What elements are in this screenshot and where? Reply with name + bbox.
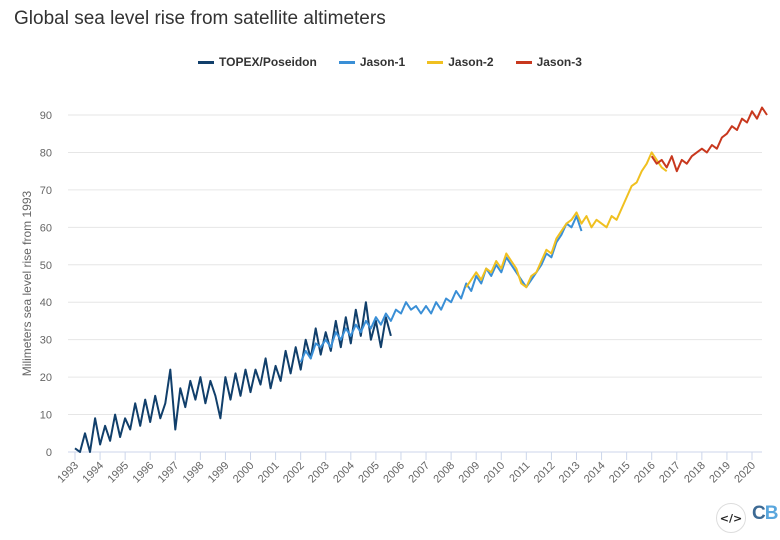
legend-swatch: [198, 60, 215, 64]
x-tick-label: 2004: [331, 460, 357, 486]
legend-swatch: [515, 60, 532, 64]
series-line-jason-3: [650, 106, 768, 173]
x-tick-label: 2002: [281, 460, 307, 486]
x-tick-label: 2010: [482, 460, 508, 486]
legend-label: Jason-2: [448, 55, 494, 69]
x-tick-label: 2012: [532, 460, 558, 486]
carbon-brief-logo: CB: [752, 503, 779, 525]
y-tick-label: 70: [40, 185, 52, 197]
x-tick-label: 2015: [607, 460, 633, 486]
legend-swatch: [338, 60, 355, 64]
x-tick-label: 2013: [557, 460, 583, 486]
y-tick-label: 50: [40, 260, 52, 272]
legend: TOPEX/Poseidon Jason-1 Jason-2 Jason-3: [0, 55, 780, 69]
x-tick-label: 2007: [406, 460, 432, 486]
x-tick-label: 1993: [55, 460, 81, 486]
y-tick-label: 30: [40, 335, 52, 347]
legend-item-jason1[interactable]: Jason-1: [338, 55, 406, 69]
legend-swatch: [427, 60, 444, 64]
code-icon: </>: [719, 511, 743, 525]
legend-label: TOPEX/Poseidon: [219, 55, 317, 69]
x-tick-label: 1999: [206, 460, 232, 486]
y-tick-label: 10: [40, 410, 52, 422]
legend-item-topex[interactable]: TOPEX/Poseidon: [198, 55, 317, 69]
x-tick-label: 2011: [507, 460, 532, 485]
x-tick-label: 2009: [457, 460, 483, 486]
x-tick-label: 2018: [682, 460, 708, 486]
chart-title: Global sea level rise from satellite alt…: [14, 8, 386, 29]
series-line-jason-2: [465, 151, 668, 289]
x-tick-label: 2006: [381, 460, 407, 486]
legend-label: Jason-1: [359, 55, 406, 69]
y-tick-label: 90: [40, 110, 52, 122]
x-tick-label: 2003: [306, 460, 332, 486]
logo-c: C: [752, 503, 766, 524]
legend-item-jason3[interactable]: Jason-3: [515, 55, 582, 69]
legend-item-jason2[interactable]: Jason-2: [427, 55, 494, 69]
y-tick-label: 80: [40, 147, 52, 159]
y-tick-label: 0: [46, 447, 52, 459]
y-tick-label: 60: [40, 222, 52, 234]
series-line-topex-poseidon: [74, 301, 392, 453]
x-tick-label: 1998: [181, 460, 207, 486]
x-tick-label: 2019: [707, 460, 733, 486]
x-tick-label: 2017: [657, 460, 683, 486]
series-line-jason-1: [299, 215, 583, 363]
x-tick-label: 2005: [356, 460, 382, 486]
x-tick-label: 1997: [156, 460, 182, 486]
x-tick-label: 2008: [431, 460, 457, 486]
x-tick-label: 2020: [732, 460, 758, 486]
y-tick-label: 40: [40, 297, 52, 309]
y-axis-label: Milimeters sea level rise from 1993: [20, 190, 34, 376]
x-tick-label: 1994: [80, 460, 106, 486]
x-tick-label: 1995: [105, 460, 131, 486]
x-tick-label: 2000: [231, 460, 257, 486]
x-tick-label: 1996: [131, 460, 157, 486]
y-tick-label: 20: [40, 372, 52, 384]
embed-button[interactable]: </>: [716, 503, 746, 533]
x-tick-label: 2001: [256, 460, 282, 486]
logo-b: B: [764, 503, 779, 524]
x-tick-label: 2014: [582, 460, 608, 486]
legend-label: Jason-3: [536, 55, 582, 69]
x-tick-label: 2016: [632, 460, 658, 486]
